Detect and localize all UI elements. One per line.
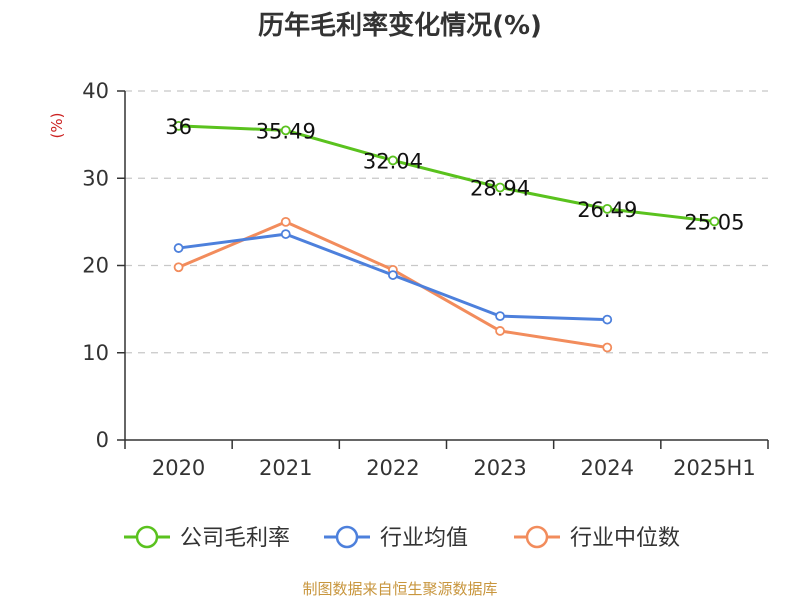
data-label: 36	[165, 115, 192, 139]
legend-label: 行业中位数	[570, 526, 680, 551]
data-point	[175, 244, 183, 252]
y-tick-label: 40	[82, 79, 109, 103]
legend-item: 行业均值	[324, 526, 468, 551]
legend-swatch-marker	[137, 527, 157, 547]
data-point	[603, 316, 611, 324]
data-label: 26.49	[577, 198, 637, 222]
legend-label: 公司毛利率	[180, 526, 290, 551]
legend: 公司毛利率 行业均值 行业中位数	[124, 526, 680, 551]
data-point	[175, 263, 183, 271]
y-axis-label: (%)	[48, 113, 66, 139]
y-tick-label: 10	[82, 341, 109, 365]
data-point	[603, 344, 611, 352]
series-layer	[175, 122, 719, 352]
legend-item: 公司毛利率	[124, 526, 290, 551]
x-tick-label: 2021	[259, 456, 312, 480]
data-label: 25.05	[684, 210, 744, 234]
x-tick-label: 2025H1	[673, 456, 756, 480]
data-point	[282, 218, 290, 226]
x-tick-label: 2022	[366, 456, 419, 480]
data-point	[496, 312, 504, 320]
data-point	[496, 327, 504, 335]
chart-title: 历年毛利率变化情况(%)	[258, 10, 542, 41]
data-point	[282, 230, 290, 238]
y-tick-label: 30	[82, 166, 109, 190]
x-tick-label: 2023	[473, 456, 526, 480]
legend-swatch-marker	[527, 527, 547, 547]
x-tick-label: 2020	[152, 456, 205, 480]
footer-source: 制图数据来自恒生聚源数据库	[302, 580, 497, 598]
line-chart: 历年毛利率变化情况(%) (%) 0 10 20 30 40 2020 2021 2022 20…	[0, 0, 800, 600]
data-label: 28.94	[470, 176, 530, 200]
legend-item: 行业中位数	[514, 526, 680, 551]
y-tick-label: 0	[96, 428, 109, 452]
y-tick-label: 20	[82, 254, 109, 278]
legend-swatch-marker	[337, 527, 357, 547]
grid-layer	[125, 91, 768, 353]
data-label: 35.49	[256, 119, 316, 143]
data-label: 32.04	[363, 149, 423, 173]
data-point	[389, 271, 397, 279]
x-tick-label: 2024	[581, 456, 634, 480]
axis-layer: 0 10 20 30 40 2020 2021 2022 2023 2024 2025H1	[82, 79, 768, 480]
legend-label: 行业均值	[380, 526, 468, 551]
